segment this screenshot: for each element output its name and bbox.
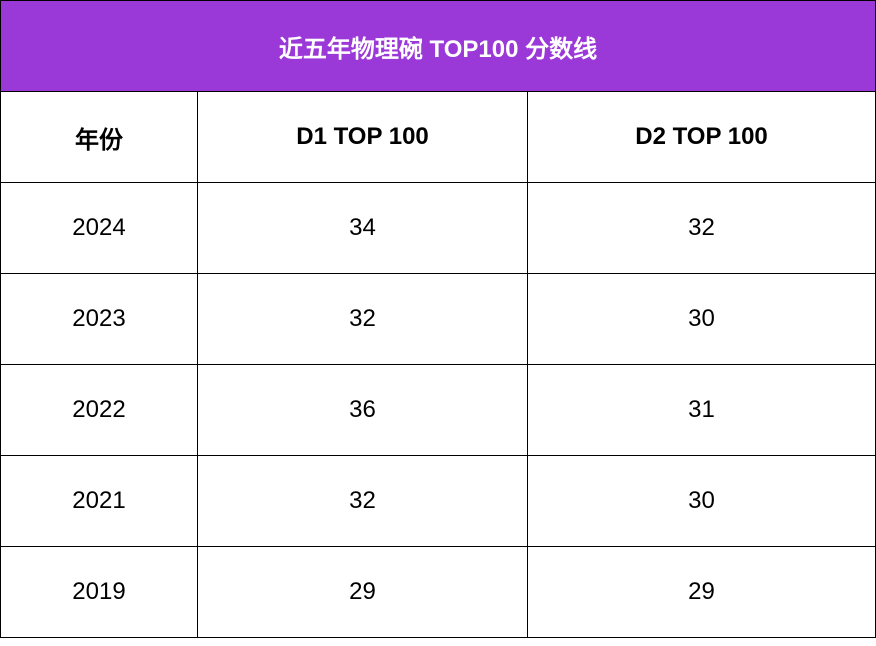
- table-row: 2022 36 31: [0, 364, 876, 456]
- table-cell: 32: [197, 455, 528, 547]
- table-cell: 30: [526, 455, 876, 547]
- table-cell: 2019: [0, 546, 198, 638]
- table-cell: 32: [197, 273, 528, 365]
- table-cell: 2024: [0, 182, 198, 274]
- column-header: D1 TOP 100: [197, 91, 528, 183]
- table-row: 2024 34 32: [0, 182, 876, 274]
- table-cell: 2022: [0, 364, 198, 456]
- title-row: 近五年物理碗 TOP100 分数线: [0, 0, 876, 92]
- table-cell: 2023: [0, 273, 198, 365]
- table-row: 2019 29 29: [0, 546, 876, 638]
- table-title: 近五年物理碗 TOP100 分数线: [0, 0, 876, 92]
- column-header: 年份: [0, 91, 198, 183]
- table-row: 2021 32 30: [0, 455, 876, 547]
- table-cell: 29: [526, 546, 876, 638]
- table-cell: 29: [197, 546, 528, 638]
- table-cell: 30: [526, 273, 876, 365]
- table-cell: 34: [197, 182, 528, 274]
- table-cell: 36: [197, 364, 528, 456]
- table-cell: 2021: [0, 455, 198, 547]
- column-header: D2 TOP 100: [526, 91, 876, 183]
- table-body: 2024 34 32 2023 32 30 2022 36 31 2021 32 30 2019 29 29: [0, 182, 876, 638]
- table-head: 近五年物理碗 TOP100 分数线 年份 D1 TOP 100 D2 TOP 100: [0, 0, 876, 183]
- table-cell: 31: [526, 364, 876, 456]
- header-row: 年份 D1 TOP 100 D2 TOP 100: [0, 91, 876, 183]
- table-cell: 32: [526, 182, 876, 274]
- table-row: 2023 32 30: [0, 273, 876, 365]
